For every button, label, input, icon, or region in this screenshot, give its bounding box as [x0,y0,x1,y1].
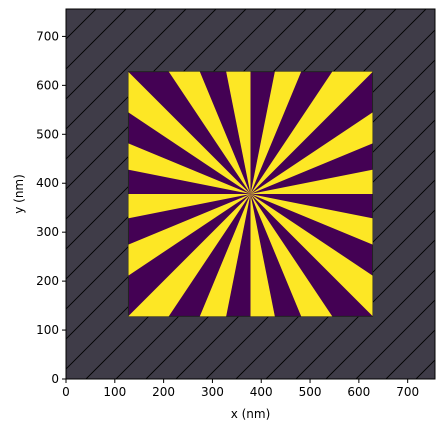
x-tick-label: 0 [62,385,70,399]
hatch-line [205,149,435,379]
y-tick-label: 0 [51,372,59,386]
x-tick-label: 300 [201,385,224,399]
spoke [250,169,373,194]
y-tick-label: 200 [36,274,59,288]
hatch-line [355,299,435,379]
plot-frame [65,8,436,380]
y-axis: 0 100 200 300 400 500 600 700 [36,29,66,386]
hatch-line [66,9,247,190]
hatch-line [66,9,187,130]
hatch-line [325,269,435,379]
spoke [250,194,373,317]
hatch-line [66,9,307,250]
x-tick-label: 700 [396,385,419,399]
hatch-line [66,9,277,220]
x-tick-label: 100 [103,385,126,399]
hatch-line [66,9,217,160]
x-tick-label: 600 [347,385,370,399]
spoke [250,112,373,194]
spoke [128,71,251,194]
y-axis-label: y (nm) [12,174,26,214]
spoke [199,194,251,317]
spoke [128,194,251,317]
y-tick-label: 500 [36,127,59,141]
spoke [168,71,251,194]
spoke [250,194,373,245]
spoke [250,194,275,317]
spoke [128,194,251,276]
x-axis: 0 100 200 300 400 500 600 700 [62,379,419,399]
x-tick-label: 200 [152,385,175,399]
hatch-pattern [66,9,435,379]
hatch-line [265,209,435,379]
x-tick-label: 400 [250,385,273,399]
spoke [250,194,333,317]
x-axis-label: x (nm) [231,407,271,421]
spoke [128,194,251,219]
hatch-line [66,9,157,100]
spoke [250,71,302,194]
plot-area [65,8,436,380]
hatch-line [235,179,435,379]
hatch-line [295,239,435,379]
spoke [226,71,251,194]
star-spokes [128,71,373,317]
y-tick-label: 300 [36,225,59,239]
spoke [250,71,373,194]
y-tick-label: 600 [36,78,59,92]
y-tick-label: 700 [36,29,59,43]
y-tick-label: 400 [36,176,59,190]
x-tick-label: 500 [299,385,322,399]
spoke [128,143,251,194]
y-tick-label: 100 [36,323,59,337]
